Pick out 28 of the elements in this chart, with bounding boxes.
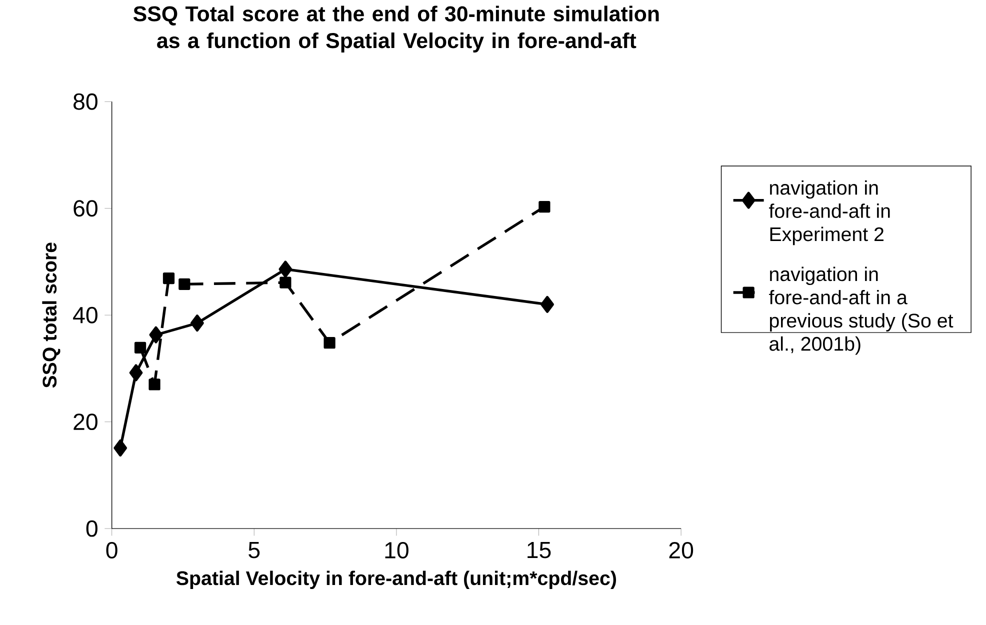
x-tick-label: 0 <box>106 542 118 558</box>
point <box>178 278 190 290</box>
x-axis-title: Spatial Velocity in fore-and-aft (unit;m*cpd/sec) <box>176 570 616 589</box>
point <box>162 272 175 284</box>
point <box>134 342 146 354</box>
point <box>324 336 336 349</box>
y-axis-title: SSQ total score <box>42 242 60 388</box>
point <box>148 378 160 390</box>
point <box>278 260 292 278</box>
point <box>129 364 143 382</box>
point <box>149 326 163 344</box>
x-tick-label: 10 <box>385 542 408 558</box>
point <box>538 200 550 213</box>
y-tick-label: 0 <box>86 520 98 537</box>
y-tick-label: 80 <box>74 93 98 110</box>
x-tick-label: 5 <box>248 542 260 558</box>
point <box>190 314 204 332</box>
y-tick-label: 60 <box>74 200 98 217</box>
point <box>114 439 128 456</box>
point <box>540 296 554 313</box>
chart-title: SSQ Total score at the end of 30-minute simulation as a function of Spatial Velocity in fore-and-aft <box>133 6 659 52</box>
y-tick-label: 20 <box>74 414 98 430</box>
legend-label: navigation in fore-and-aft in a previous study (So et al., 2001b) <box>769 266 954 355</box>
y-tick-label: 40 <box>73 306 98 324</box>
legend-label: navigation in fore-and-aft in Experiment 2 <box>769 180 890 246</box>
point <box>280 276 292 288</box>
x-tick-label: 15 <box>528 542 551 558</box>
x-tick-label: 20 <box>669 542 694 558</box>
